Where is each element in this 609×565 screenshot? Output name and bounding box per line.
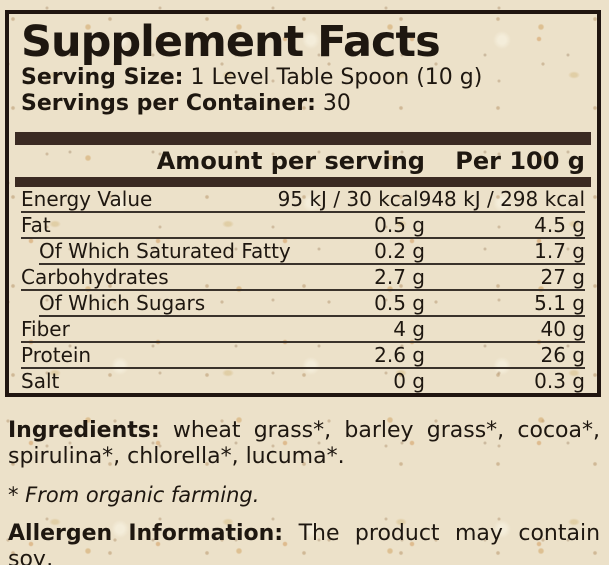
nutrient-per-serving: 0.5 g — [374, 291, 425, 315]
nutrient-per-100g: 4.5 g — [534, 213, 585, 237]
table-row-energy-value: Energy Value 95 kJ / 30 kcal 948 kJ / 29… — [21, 187, 585, 213]
nutrient-name: Of Which Saturated Fatty Acids — [39, 239, 295, 263]
nutrient-name: Of Which Sugars — [39, 291, 206, 315]
serving-size-value: 1 Level Table Spoon (10 g) — [190, 65, 483, 90]
nutrient-per-100g: 948 kJ / 298 kcal — [418, 187, 585, 211]
table-row-salt: Salt 0 g 0.3 g — [21, 369, 585, 395]
allergen-label: Allergen Information: — [8, 521, 284, 546]
nutrient-per-serving: 0.5 g — [374, 213, 425, 237]
servings-per-container-label: Servings per Container: — [21, 91, 316, 116]
panel-title: Supplement Facts — [21, 17, 441, 67]
table-row-saturated-fatty-acids: Of Which Saturated Fatty Acids 0.2 g 1.7… — [39, 239, 585, 265]
allergen-paragraph: Allergen Information: The product may co… — [8, 521, 600, 565]
ingredients-line-2: spirulina*, chlorella*, lucuma*. — [8, 444, 345, 469]
nutrient-per-serving: 95 kJ / 30 kcal — [277, 187, 419, 211]
organic-footnote: * From organic farming. — [8, 483, 260, 507]
table-row-carbohydrates: Carbohydrates 2.7 g 27 g — [21, 265, 585, 291]
nutrient-per-serving: 0 g — [393, 369, 425, 393]
nutrient-name: Energy Value — [21, 187, 153, 211]
ingredients-paragraph: Ingredients: wheat grass*, barley grass*… — [8, 418, 600, 470]
column-header-per-serving: Amount per serving — [156, 147, 425, 175]
table-row-sugars: Of Which Sugars 0.5 g 5.1 g — [39, 291, 585, 317]
nutrient-per-100g: 5.1 g — [534, 291, 585, 315]
nutrient-per-serving: 2.6 g — [374, 343, 425, 367]
nutrient-per-100g: 1.7 g — [534, 239, 585, 263]
servings-per-container-line: Servings per Container: 30 — [21, 91, 585, 117]
allergen-line-1-text: The product may contain soy, — [8, 521, 601, 565]
table-row-protein: Protein 2.6 g 26 g — [21, 343, 585, 369]
nutrient-per-serving: 2.7 g — [374, 265, 425, 289]
supplement-facts-panel: Supplement Facts Serving Size: 1 Level T… — [5, 10, 601, 397]
allergen-line-1: Allergen Information: The product may co… — [8, 521, 600, 565]
label-footer-text: Ingredients: wheat grass*, barley grass*… — [8, 418, 600, 565]
ingredients-line-1: Ingredients: wheat grass*, barley grass*… — [8, 418, 600, 444]
serving-size-line: Serving Size: 1 Level Table Spoon (10 g) — [21, 65, 585, 91]
nutrient-per-100g: 0.3 g — [534, 369, 585, 393]
nutrient-per-100g: 26 g — [540, 343, 585, 367]
column-header-per-100g: Per 100 g — [455, 147, 585, 175]
table-row-fat: Fat 0.5 g 4.5 g — [21, 213, 585, 239]
header-bar-top — [15, 132, 591, 145]
nutrient-name: Carbohydrates — [21, 265, 169, 289]
servings-per-container-value: 30 — [322, 91, 351, 116]
serving-size-label: Serving Size: — [21, 65, 184, 90]
nutrient-name: Fiber — [21, 317, 70, 341]
nutrient-name: Protein — [21, 343, 92, 367]
nutrient-name: Fat — [21, 213, 51, 237]
nutrient-per-serving: 4 g — [393, 317, 425, 341]
table-row-fiber: Fiber 4 g 40 g — [21, 317, 585, 343]
nutrient-per-serving: 0.2 g — [374, 239, 425, 263]
nutrient-per-100g: 27 g — [540, 265, 585, 289]
nutrient-per-100g: 40 g — [540, 317, 585, 341]
ingredients-label: Ingredients: — [8, 418, 160, 443]
ingredients-line-1-text: wheat grass*, barley grass*, cocoa*, — [172, 418, 600, 443]
header-bar-bottom — [15, 177, 591, 187]
nutrient-name: Salt — [21, 369, 60, 393]
column-header-row: Amount per serving Per 100 g — [21, 145, 585, 177]
